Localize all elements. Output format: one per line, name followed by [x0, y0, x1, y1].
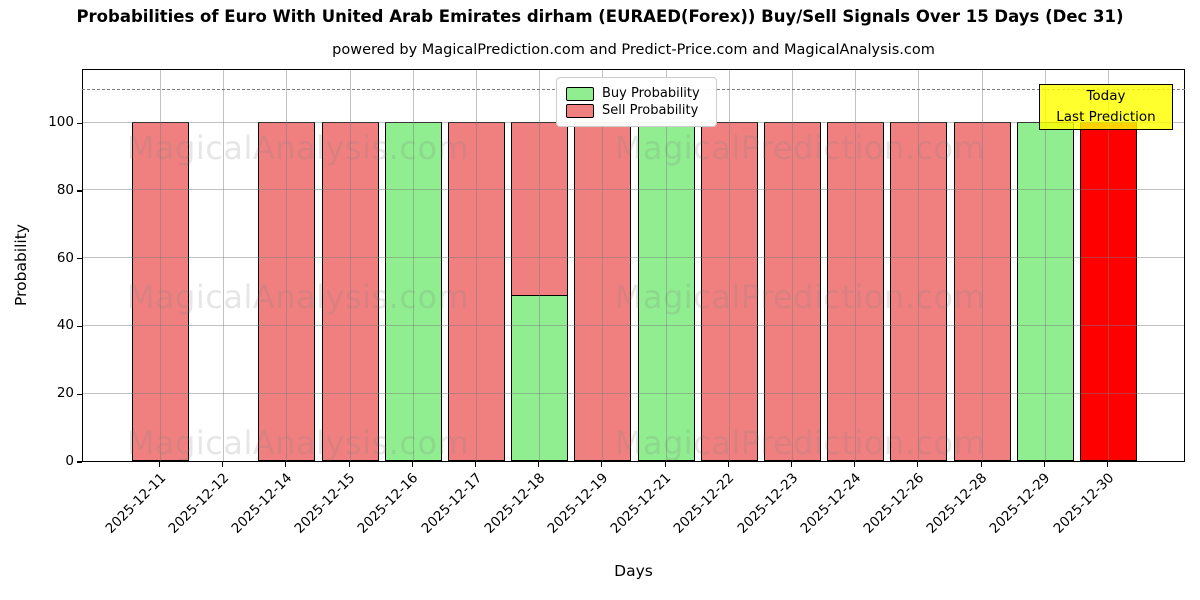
- buy-color-swatch: [566, 86, 594, 101]
- y-tick-label: 100: [48, 114, 74, 131]
- grid-line-h: [83, 189, 1184, 191]
- bar-segment-sell: [258, 122, 316, 461]
- annotation-line: Today: [1086, 88, 1126, 104]
- y-tick: [77, 190, 82, 192]
- x-tick: [664, 462, 666, 467]
- legend-item-buy: Buy Probability: [566, 85, 707, 102]
- bar-segment-sell: [700, 122, 758, 461]
- legend-label: Buy Probability: [602, 86, 700, 101]
- bar-segment-sell: [321, 122, 379, 461]
- plot-area: [82, 69, 1185, 462]
- x-tick: [348, 462, 350, 467]
- watermark-text: MagicalPrediction.com: [614, 424, 986, 462]
- bar-segment-sell: [764, 122, 821, 461]
- grid-line-v: [160, 70, 161, 461]
- y-tick: [77, 258, 82, 260]
- bar-segment-sell: [890, 122, 948, 461]
- x-tick: [980, 462, 982, 467]
- today-last-prediction-annotation: Today Last Prediction: [1039, 84, 1173, 130]
- x-tick: [601, 462, 603, 467]
- grid-line-v: [918, 70, 920, 461]
- grid-line-v: [1108, 70, 1109, 461]
- x-tick: [285, 462, 287, 467]
- watermark-text: MagicalAnalysis.com: [126, 129, 470, 167]
- sell-color-swatch: [566, 103, 594, 118]
- x-tick: [917, 462, 919, 467]
- grid-line-v: [286, 70, 288, 461]
- bar-segment-sell: [448, 122, 505, 461]
- grid-line-h: [83, 257, 1184, 259]
- x-tick: [222, 462, 224, 467]
- watermark-text: MagicalAnalysis.com: [126, 424, 470, 462]
- annotation-line: Last Prediction: [1056, 109, 1156, 125]
- bar-segment-sell: [953, 122, 1011, 461]
- grid-line-v: [981, 70, 983, 461]
- x-tick: [790, 462, 793, 467]
- grid-line-v: [728, 70, 730, 461]
- y-tick: [77, 122, 82, 124]
- y-tick: [77, 393, 82, 395]
- watermark-text: MagicalAnalysis.com: [126, 278, 470, 316]
- grid-line-v: [223, 70, 225, 461]
- grid-line-v: [855, 70, 857, 461]
- bar-segment-last-prediction: [1080, 122, 1137, 461]
- bar-segment-buy: [511, 295, 569, 461]
- grid-line-v: [665, 70, 667, 461]
- grid-line-h: [83, 392, 1184, 394]
- legend-label: Sell Probability: [602, 103, 699, 118]
- y-axis-label: Probability: [12, 224, 30, 306]
- x-tick: [727, 462, 729, 467]
- bar-segment-sell: [827, 122, 885, 461]
- chart-title: Probabilities of Euro With United Arab E…: [76, 7, 1124, 26]
- legend-item-sell: Sell Probability: [566, 102, 707, 119]
- grid-line-v: [539, 70, 541, 461]
- x-tick: [474, 462, 477, 467]
- grid-line-v: [602, 70, 604, 461]
- grid-line-v: [792, 70, 793, 461]
- x-tick: [1106, 462, 1109, 467]
- bar-segment-sell: [511, 122, 569, 295]
- bar-segment-buy: [637, 122, 695, 461]
- y-tick-label: 60: [56, 249, 74, 266]
- x-tick: [158, 462, 161, 467]
- y-tick-label: 20: [56, 385, 74, 402]
- y-tick-label: 80: [56, 181, 74, 198]
- y-tick-label: 0: [65, 453, 74, 469]
- grid-line-h: [83, 324, 1184, 326]
- x-axis-label: Days: [614, 562, 653, 580]
- bar-segment-buy: [384, 122, 442, 461]
- y-tick: [77, 325, 82, 328]
- y-tick-label: 40: [56, 317, 74, 334]
- grid-line-v: [476, 70, 477, 461]
- watermark-text: MagicalPrediction.com: [614, 278, 986, 316]
- grid-line-v: [349, 70, 351, 461]
- x-tick: [854, 462, 856, 467]
- x-tick: [1043, 462, 1045, 467]
- grid-line-v: [412, 70, 414, 461]
- x-tick: [538, 462, 540, 467]
- y-tick: [77, 461, 82, 463]
- grid-line-v: [1044, 70, 1046, 461]
- watermark-text: MagicalPrediction.com: [614, 129, 986, 167]
- x-tick: [411, 462, 413, 467]
- bar-segment-sell: [132, 122, 189, 461]
- legend: Buy Probability Sell Probability: [556, 77, 717, 127]
- chart-subtitle: powered by MagicalPrediction.com and Pre…: [332, 42, 935, 58]
